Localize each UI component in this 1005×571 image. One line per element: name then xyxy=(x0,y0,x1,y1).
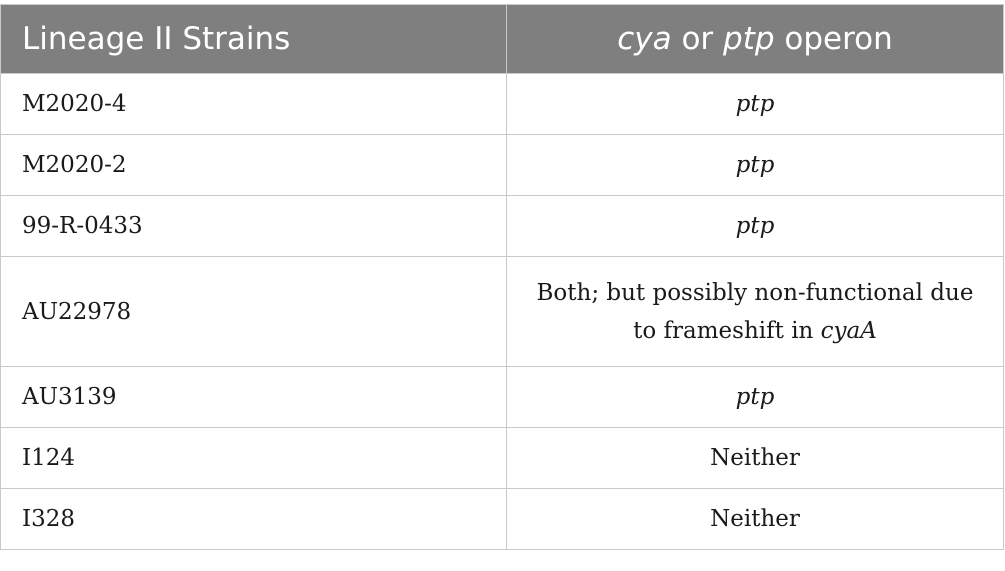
table-row: AU22978 Both; but possibly non-functiona… xyxy=(0,256,1004,367)
operon-line-2: to frameshift in cyaA xyxy=(507,312,1003,350)
operon-cell: ptp xyxy=(506,73,1004,135)
strain-cell: I328 xyxy=(0,488,507,550)
operon-line-1: Both; but possibly non-functional due xyxy=(536,279,974,306)
table-row: I328 Neither xyxy=(0,488,1004,550)
operon-cell: Neither xyxy=(506,488,1004,550)
header-lineage-strains: Lineage II Strains xyxy=(0,4,507,74)
header-row: Lineage II Strains cya or ptp operon xyxy=(0,4,1004,74)
strains-table: Lineage II Strains cya or ptp operon M20… xyxy=(0,4,1004,550)
operon-line-2-gene: cyaA xyxy=(820,317,877,344)
table-row: 99-R-0433 ptp xyxy=(0,195,1004,257)
operon-cell: ptp xyxy=(506,134,1004,196)
operon-cell: Neither xyxy=(506,427,1004,489)
operon-cell: ptp xyxy=(506,195,1004,257)
header-cya: cya xyxy=(617,21,672,57)
header-or: or xyxy=(671,21,724,57)
header-operon-word: operon xyxy=(774,21,893,57)
table-row: AU3139 ptp xyxy=(0,366,1004,428)
operon-line-2-text: to frameshift in xyxy=(633,317,821,344)
operon-cell: Both; but possibly non-functional due to… xyxy=(506,256,1004,367)
header-operon: cya or ptp operon xyxy=(506,4,1004,74)
strain-cell: AU3139 xyxy=(0,366,507,428)
table-row: I124 Neither xyxy=(0,427,1004,489)
strain-cell: I124 xyxy=(0,427,507,489)
table-row: M2020-2 ptp xyxy=(0,134,1004,196)
operon-cell: ptp xyxy=(506,366,1004,428)
header-ptp: ptp xyxy=(723,21,775,57)
strain-cell: M2020-2 xyxy=(0,134,507,196)
strain-cell: AU22978 xyxy=(0,256,507,367)
strain-cell: M2020-4 xyxy=(0,73,507,135)
strain-cell: 99-R-0433 xyxy=(0,195,507,257)
table-row: M2020-4 ptp xyxy=(0,73,1004,135)
